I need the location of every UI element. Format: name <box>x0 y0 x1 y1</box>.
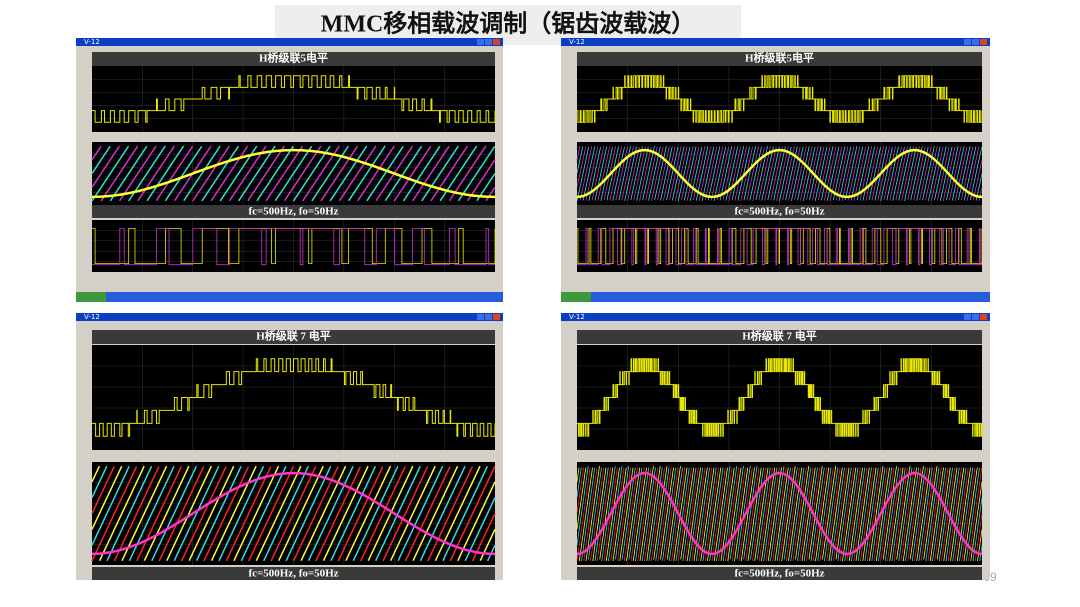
output-waveform <box>92 358 496 437</box>
window-button[interactable] <box>972 39 979 45</box>
caption: fc=500Hz, fo=50Hz <box>734 568 824 580</box>
scope-window: V-12 H桥级联5电平 fc=500Hz, fo=50Hz <box>561 38 990 302</box>
caption-bar <box>92 567 495 580</box>
title-bar <box>561 38 990 46</box>
carrier-wave <box>576 467 983 562</box>
window-button[interactable] <box>485 314 492 320</box>
label-bar <box>92 52 495 66</box>
taskbar <box>76 292 503 302</box>
label-bar <box>92 330 495 344</box>
output-waveform <box>577 358 983 437</box>
caption-bar <box>92 205 495 218</box>
title-bar <box>76 313 503 321</box>
window-button[interactable] <box>972 314 979 320</box>
window-button[interactable] <box>485 39 492 45</box>
caption: fc=500Hz, fo=50Hz <box>248 568 338 580</box>
level-label: H桥级联 7 电平 <box>742 329 817 343</box>
pulse-waveform <box>92 228 495 266</box>
carrier-wave <box>91 466 496 562</box>
window-button[interactable] <box>964 39 971 45</box>
level-label: H桥级联5电平 <box>259 51 328 65</box>
pulse-waveform <box>577 228 982 266</box>
level-label: H桥级联 7 电平 <box>256 329 331 343</box>
window-button[interactable] <box>964 314 971 320</box>
carrier-wave <box>91 466 496 562</box>
carrier-wave <box>576 465 983 562</box>
carrier-wave <box>576 467 983 562</box>
carrier-wave <box>576 146 983 202</box>
window-button[interactable] <box>477 39 484 45</box>
window-button[interactable] <box>980 314 987 320</box>
carrier-wave <box>576 465 983 562</box>
modulating-wave <box>92 471 495 556</box>
window-title: V-12 <box>569 38 585 46</box>
carrier-wave <box>91 145 496 202</box>
output-waveform <box>577 75 983 123</box>
caption-bar <box>577 205 982 218</box>
caption-bar <box>577 567 982 580</box>
modulating-wave <box>577 148 982 199</box>
carrier-wave <box>576 145 983 202</box>
carrier-wave <box>91 465 496 562</box>
window-title: V-12 <box>84 313 100 321</box>
window-button[interactable] <box>493 39 500 45</box>
title-bar <box>561 313 990 321</box>
modulating-wave <box>92 148 495 199</box>
carrier-wave <box>576 465 983 562</box>
carrier-wave <box>91 465 496 562</box>
scope-window: V-12 H桥级联 7 电平 fc=500Hz, fo=50Hz <box>561 313 990 580</box>
start-button[interactable] <box>561 292 591 302</box>
window-title: V-12 <box>84 38 100 46</box>
carrier-wave <box>91 145 496 202</box>
start-button[interactable] <box>76 292 106 302</box>
scope-window: V-12 H桥级联 7 电平 fc=500Hz, fo=50Hz <box>76 313 503 580</box>
carrier-wave <box>576 465 983 562</box>
label-bar <box>577 52 982 66</box>
label-bar <box>577 330 982 344</box>
carrier-wave <box>91 465 496 562</box>
modulating-wave <box>577 471 982 556</box>
slide-title: MMC移相载波调制（锯齿波载波） <box>321 11 696 38</box>
window-button[interactable] <box>477 314 484 320</box>
taskbar <box>561 292 990 302</box>
carrier-wave <box>91 145 496 202</box>
level-label: H桥级联5电平 <box>745 51 814 65</box>
title-bar <box>76 38 503 46</box>
window-button[interactable] <box>980 39 987 45</box>
carrier-wave <box>91 465 496 562</box>
caption: fc=500Hz, fo=50Hz <box>734 206 824 218</box>
caption: fc=500Hz, fo=50Hz <box>248 206 338 218</box>
output-waveform <box>92 75 496 123</box>
scope-window: V-12 H桥级联5电平 fc=500Hz, fo=50Hz <box>76 38 503 302</box>
window-button[interactable] <box>493 314 500 320</box>
window-title: V-12 <box>569 313 585 321</box>
